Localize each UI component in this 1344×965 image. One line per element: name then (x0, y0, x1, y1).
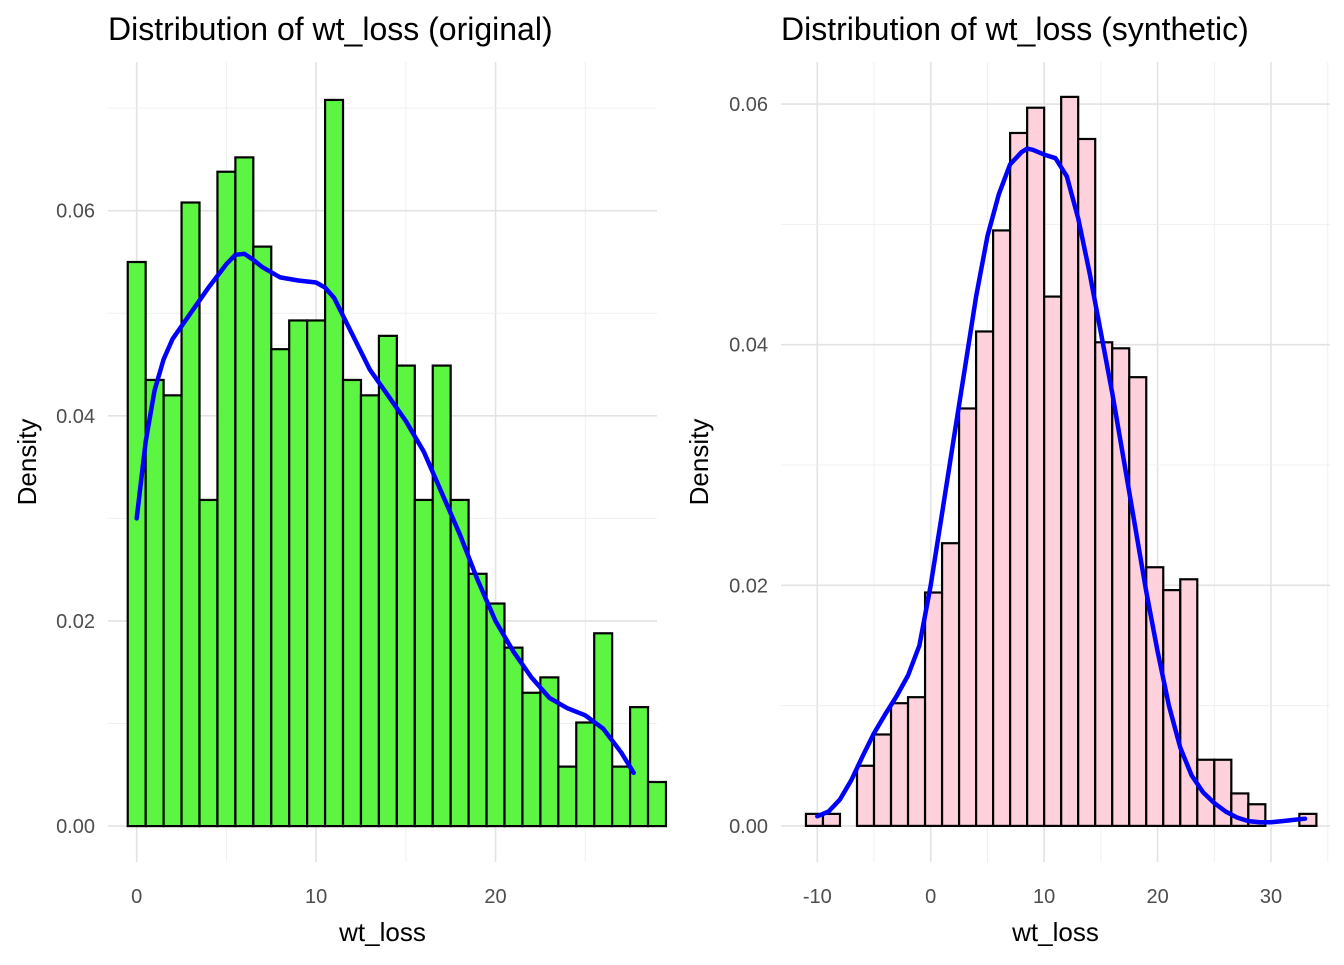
x-tick-label: 10 (1033, 886, 1055, 908)
histogram-bar (467, 572, 488, 828)
histogram-bar (377, 334, 398, 828)
x-tick-label: 20 (484, 886, 506, 908)
histogram-bar (855, 764, 876, 828)
density-curve (815, 146, 1308, 825)
y-tick-label: 0.02 (729, 575, 768, 597)
histogram-bar (1094, 341, 1114, 828)
histogram-bar (144, 378, 165, 828)
x-tick-label: 20 (1146, 886, 1168, 908)
histogram-bar (359, 394, 381, 828)
x-tick-label: -10 (803, 886, 832, 908)
histogram-bar (431, 364, 452, 828)
histogram-bar (485, 602, 506, 828)
chart-title: Distribution of wt_loss (synthetic) (781, 11, 1249, 47)
x-tick-label: 0 (925, 886, 936, 908)
histogram-bars (126, 98, 668, 828)
histogram-bar (575, 721, 596, 828)
histogram-bar (821, 812, 842, 828)
histogram-bar (503, 646, 524, 828)
histogram-bar (162, 394, 183, 828)
histogram-bar (413, 498, 434, 828)
histogram-bar (646, 780, 668, 828)
histogram-bars (804, 95, 1318, 828)
y-axis-title: Density (684, 419, 714, 506)
histogram-bar (906, 696, 927, 828)
histogram-bar (1213, 758, 1233, 828)
histogram-bar (992, 229, 1012, 828)
histogram-bar (252, 245, 273, 828)
x-tick-label: 30 (1260, 886, 1282, 908)
y-tick-label: 0.04 (729, 335, 768, 357)
histogram-bar (1179, 578, 1199, 828)
histogram-bar (1128, 376, 1148, 828)
histogram-bar (940, 542, 961, 828)
x-axis-title: wt_loss (338, 917, 426, 947)
chart-title: Distribution of wt_loss (original) (108, 11, 553, 47)
histogram-bar (923, 591, 944, 828)
panel-original: 0.00 0.02 0.04 0.06 0 10 20 Distribution of w… (12, 11, 668, 947)
panel-synthetic: 0.00 0.02 0.04 0.06 -10 0 10 20 30 Distribution… (684, 11, 1330, 947)
y-tick-label: 0.00 (56, 816, 95, 838)
y-tick-label: 0.02 (56, 611, 95, 633)
y-axis-ticks: 0.00 0.02 0.04 0.06 (729, 94, 768, 838)
histogram-bar (1026, 106, 1046, 828)
histogram-bar (957, 407, 978, 828)
histogram-bar (323, 98, 345, 828)
histogram-bar (889, 702, 910, 828)
x-axis-title: wt_loss (1011, 917, 1099, 947)
y-tick-label: 0.04 (56, 406, 95, 428)
histogram-bar (1009, 131, 1029, 828)
histogram-bar (270, 348, 291, 828)
y-axis-ticks: 0.00 0.02 0.04 0.06 (56, 201, 95, 838)
x-axis-ticks: -10 0 10 20 30 (803, 886, 1282, 908)
histogram-bar (628, 706, 650, 828)
histogram-bar (288, 319, 309, 828)
histogram-bar (198, 498, 219, 828)
histogram-bar (1077, 137, 1097, 828)
y-tick-label: 0.06 (56, 201, 95, 223)
density-curve (134, 251, 636, 776)
x-tick-label: 0 (131, 886, 142, 908)
y-tick-label: 0.00 (729, 816, 768, 838)
x-tick-label: 10 (305, 886, 327, 908)
histogram-bar (1043, 295, 1063, 828)
histogram-bar (341, 378, 363, 828)
histogram-bar (539, 676, 560, 828)
histogram-bar (306, 319, 327, 828)
histogram-bar (521, 691, 542, 828)
histogram-bar (557, 765, 578, 828)
y-axis-title: Density (12, 419, 42, 506)
y-tick-label: 0.06 (729, 94, 768, 116)
histogram-bar (126, 260, 147, 828)
histogram-bar (974, 330, 995, 828)
histogram-bar (872, 733, 893, 828)
x-axis-ticks: 0 10 20 (131, 886, 507, 908)
histogram-bar (611, 765, 632, 828)
histogram-bar (180, 201, 201, 828)
